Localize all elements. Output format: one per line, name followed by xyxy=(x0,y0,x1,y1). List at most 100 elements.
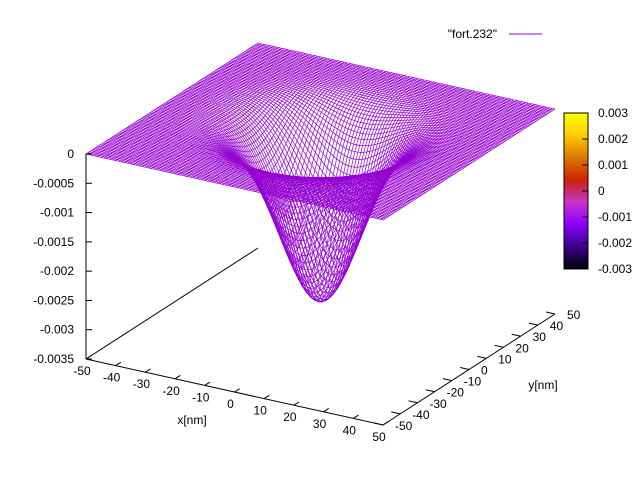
y-tick xyxy=(511,333,521,337)
x-tick xyxy=(174,375,181,380)
x-tick-label: 30 xyxy=(313,417,327,431)
mesh-line-y xyxy=(376,107,550,219)
mesh-line-y xyxy=(133,53,306,165)
mesh-line-y xyxy=(272,84,446,236)
y-tick xyxy=(477,355,487,359)
mesh-line-y xyxy=(154,57,327,170)
mesh-line-y xyxy=(204,69,377,246)
back-left-edge xyxy=(85,247,259,360)
mesh-line-y xyxy=(353,102,526,214)
mesh-line-y xyxy=(382,108,556,221)
mesh-line-y xyxy=(249,79,422,292)
x-tick xyxy=(293,401,300,406)
x-tick xyxy=(323,408,330,413)
mesh-line-y xyxy=(148,56,321,169)
x-tick-label: 20 xyxy=(283,410,297,424)
mesh-line-y xyxy=(192,66,366,210)
mesh-line-y xyxy=(267,83,440,252)
mesh-line-y xyxy=(100,46,274,158)
mesh-line-y xyxy=(195,67,369,219)
z-tick-label: -0.0025 xyxy=(33,293,74,307)
mesh-line-y xyxy=(240,77,413,302)
z-tick-label: -0.002 xyxy=(40,264,74,278)
mesh-line-y xyxy=(201,68,374,237)
y-tick xyxy=(425,389,435,393)
y-axis-label: y[nm] xyxy=(528,378,557,392)
mesh-line-y xyxy=(106,47,279,159)
y-tick-label: -30 xyxy=(429,397,447,411)
axis-ticks: -50 -40 -30 -20 -10 0 10 20 30 40 50-50-40-30-20-1… xyxy=(33,147,580,444)
x-tick-label: 40 xyxy=(343,423,357,437)
mesh-line-y xyxy=(219,72,392,285)
y-tick-label: 30 xyxy=(533,330,547,344)
mesh-line-y xyxy=(115,49,288,161)
y-tick-label: -50 xyxy=(395,419,413,433)
mesh-line-y xyxy=(359,103,532,215)
mesh-line-y xyxy=(252,79,425,287)
y-tick-label: -20 xyxy=(447,386,465,400)
x-tick xyxy=(353,414,359,419)
mesh-line-y xyxy=(356,102,529,215)
x-tick-label: -40 xyxy=(103,371,121,385)
mesh-line-y xyxy=(373,106,547,219)
mesh-line-y xyxy=(341,99,514,212)
z-tick-label: -0.0005 xyxy=(33,176,74,190)
mesh-line-y xyxy=(335,98,508,210)
x-tick-label: -30 xyxy=(133,377,151,391)
mesh-line-y xyxy=(332,97,505,210)
mesh-line-y xyxy=(103,46,276,159)
mesh-line-y xyxy=(160,59,333,171)
mesh-line-y xyxy=(118,50,291,162)
surface-mesh xyxy=(85,42,556,303)
y-tick xyxy=(545,311,556,315)
colorbar-tick-label: 0.001 xyxy=(598,158,628,172)
colorbar-tick-label: 0.003 xyxy=(598,106,628,120)
colorbar-tick-label: 0 xyxy=(598,184,605,198)
mesh-line-y xyxy=(174,62,348,175)
mesh-line-y xyxy=(379,108,553,220)
legend: "fort.232" xyxy=(448,27,542,41)
x-tick xyxy=(204,381,211,386)
x-tick xyxy=(145,368,151,373)
mesh-line-y xyxy=(284,86,458,207)
y-tick xyxy=(373,422,384,426)
mesh-line-y xyxy=(338,98,511,211)
mesh-line-y xyxy=(370,106,544,218)
mesh-line-y xyxy=(326,96,499,208)
mesh-line-y xyxy=(287,87,461,201)
mesh-line-y xyxy=(171,61,345,174)
mesh-line-y xyxy=(145,55,318,168)
x-tick-label: 10 xyxy=(254,404,268,418)
mesh-line-y xyxy=(121,50,294,163)
y-tick xyxy=(528,322,538,326)
mesh-line-y xyxy=(246,78,419,296)
x-axis-label: x[nm] xyxy=(177,413,206,427)
x-tick-label: -20 xyxy=(162,384,180,398)
y-tick xyxy=(459,367,470,370)
mesh-line-y xyxy=(365,104,538,217)
mesh-line-y xyxy=(347,100,520,213)
mesh-line-y xyxy=(130,52,303,165)
colorbar-tick-label: 0.002 xyxy=(598,132,628,146)
z-tick-label: -0.001 xyxy=(40,206,74,220)
mesh-line-y xyxy=(350,101,523,213)
mesh-line-y xyxy=(88,43,262,155)
mesh-line-y xyxy=(255,80,428,281)
mesh-line-y xyxy=(231,75,404,301)
mesh-line-y xyxy=(127,51,300,164)
y-tick-label: 10 xyxy=(498,352,512,366)
colorbar-ticks: 0.003 0.002 0.001 0 -0.001 -0.002 -0.003 xyxy=(582,106,632,276)
mesh-line-y xyxy=(323,95,496,208)
mesh-line-y xyxy=(85,42,259,155)
mesh-line-y xyxy=(368,105,541,217)
mesh-line-y xyxy=(151,57,324,169)
mesh-line-y xyxy=(139,54,312,167)
mesh-line-y xyxy=(275,85,449,229)
y-tick xyxy=(391,411,401,415)
y-tick xyxy=(442,378,452,382)
mesh-line-y xyxy=(258,81,431,274)
y-tick xyxy=(408,400,418,404)
mesh-line-y xyxy=(216,71,389,279)
x-tick xyxy=(115,361,122,367)
y-tick-label: 50 xyxy=(567,308,581,322)
